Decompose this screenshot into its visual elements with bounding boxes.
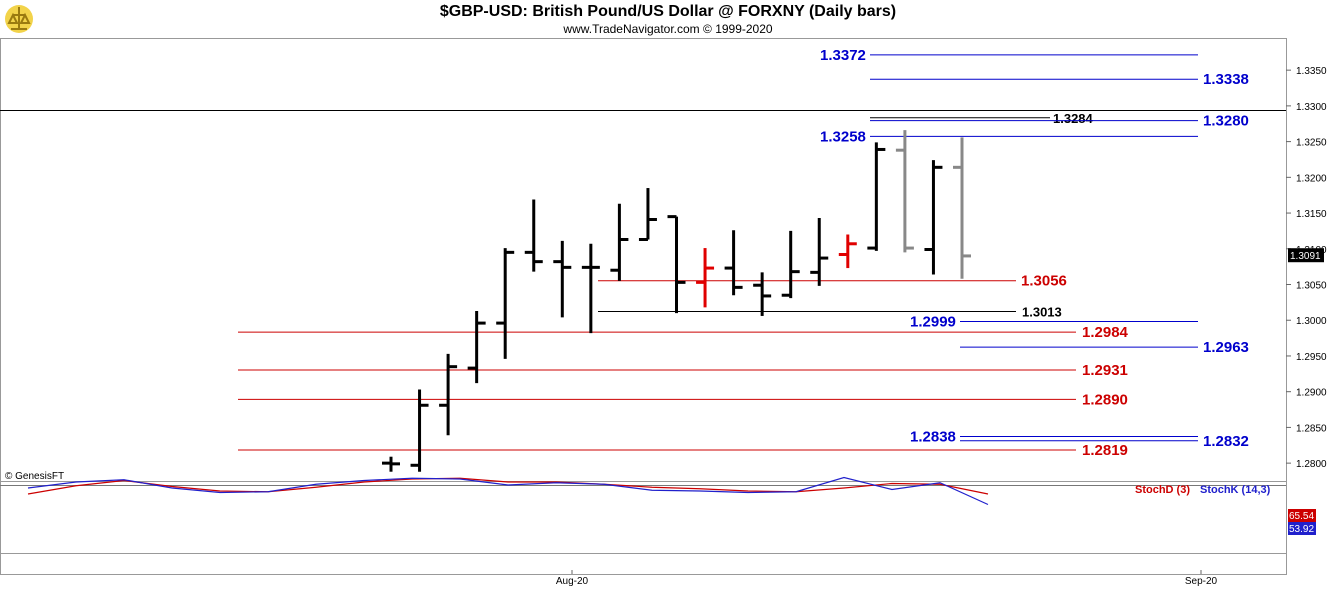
stoch-d-value: 65.54 bbox=[1289, 511, 1314, 522]
x-tick-label: Aug-20 bbox=[556, 576, 589, 587]
ohlc-bar bbox=[953, 137, 971, 279]
y-tick-label: 1.3000 bbox=[1296, 316, 1327, 327]
y-tick-label: 1.3350 bbox=[1296, 66, 1327, 77]
ohlc-bar bbox=[667, 215, 686, 314]
y-tick-label: 1.3050 bbox=[1296, 281, 1327, 292]
y-tick-label: 1.2950 bbox=[1296, 352, 1327, 363]
stoch-d-value-tag bbox=[1288, 509, 1316, 522]
ohlc-bar bbox=[924, 160, 943, 275]
y-tick-label: 1.2850 bbox=[1296, 423, 1327, 434]
stoch-k-value: 53.92 bbox=[1289, 524, 1314, 535]
ohlc-bar bbox=[496, 248, 515, 359]
ohlc-bar bbox=[638, 188, 657, 241]
stoch-legend-d: StochD (3) bbox=[1135, 484, 1190, 496]
ohlc-bar bbox=[753, 272, 772, 316]
level-label: 1.3258 bbox=[820, 128, 866, 145]
level-label: 1.2931 bbox=[1082, 362, 1128, 379]
level-label: 1.3013 bbox=[1022, 304, 1062, 319]
x-tick-label: Sep-20 bbox=[1185, 576, 1218, 587]
stoch-series-line bbox=[27, 476, 989, 506]
y-tick-label: 1.3300 bbox=[1296, 102, 1327, 113]
ohlc-bar bbox=[524, 199, 543, 272]
level-label: 1.3056 bbox=[1021, 273, 1067, 290]
plot-frame bbox=[0, 38, 1287, 575]
ohlc-bar bbox=[439, 353, 458, 436]
last-price-tag bbox=[1288, 248, 1324, 263]
ohlc-bar bbox=[810, 218, 829, 286]
level-label: 1.2838 bbox=[910, 428, 956, 445]
ohlc-bar bbox=[382, 456, 400, 472]
y-tick-label: 1.3250 bbox=[1296, 138, 1327, 149]
ohlc-bar bbox=[581, 243, 600, 334]
level-label: 1.3338 bbox=[1203, 71, 1249, 88]
ohlc-bar bbox=[553, 240, 572, 318]
level-label: 1.2832 bbox=[1203, 433, 1249, 450]
trade-navigator-logo-icon bbox=[5, 5, 33, 33]
level-label: 1.2999 bbox=[910, 313, 956, 330]
stoch-legend-k: StochK (14,3) bbox=[1200, 484, 1271, 496]
ohlc-bar bbox=[410, 389, 429, 472]
ohlc-bar bbox=[610, 203, 629, 281]
y-tick-label: 1.3200 bbox=[1296, 173, 1327, 184]
y-tick-label: 1.3150 bbox=[1296, 209, 1327, 220]
level-label: 1.2819 bbox=[1082, 442, 1128, 459]
ohlc-bar bbox=[895, 130, 914, 253]
level-label: 1.3284 bbox=[1053, 111, 1094, 126]
genesis-watermark: © GenesisFT bbox=[5, 471, 64, 482]
chart-subtitle: www.TradeNavigator.com © 1999-2020 bbox=[563, 22, 773, 36]
stoch-series-line bbox=[27, 477, 989, 495]
last-price-label: 1.3091 bbox=[1290, 251, 1321, 262]
ohlc-bar bbox=[467, 310, 486, 384]
level-label: 1.2984 bbox=[1082, 324, 1129, 341]
y-tick-label: 1.2900 bbox=[1296, 388, 1327, 399]
level-label: 1.2963 bbox=[1203, 339, 1249, 356]
chart-title: $GBP-USD: British Pound/US Dollar @ FORX… bbox=[439, 3, 897, 20]
ohlc-bar bbox=[838, 234, 857, 269]
ohlc-bar bbox=[867, 142, 886, 251]
ohlc-bar bbox=[781, 230, 800, 299]
stoch-k-value-tag bbox=[1288, 522, 1316, 535]
level-label: 1.3372 bbox=[820, 47, 866, 64]
level-label: 1.2890 bbox=[1082, 391, 1128, 408]
ohlc-bar bbox=[724, 230, 743, 296]
y-tick-label: 1.2800 bbox=[1296, 459, 1327, 470]
chart-header: $GBP-USD: British Pound/US Dollar @ FORX… bbox=[0, 0, 1336, 38]
level-label: 1.3280 bbox=[1203, 113, 1249, 130]
ohlc-bar bbox=[696, 248, 715, 308]
